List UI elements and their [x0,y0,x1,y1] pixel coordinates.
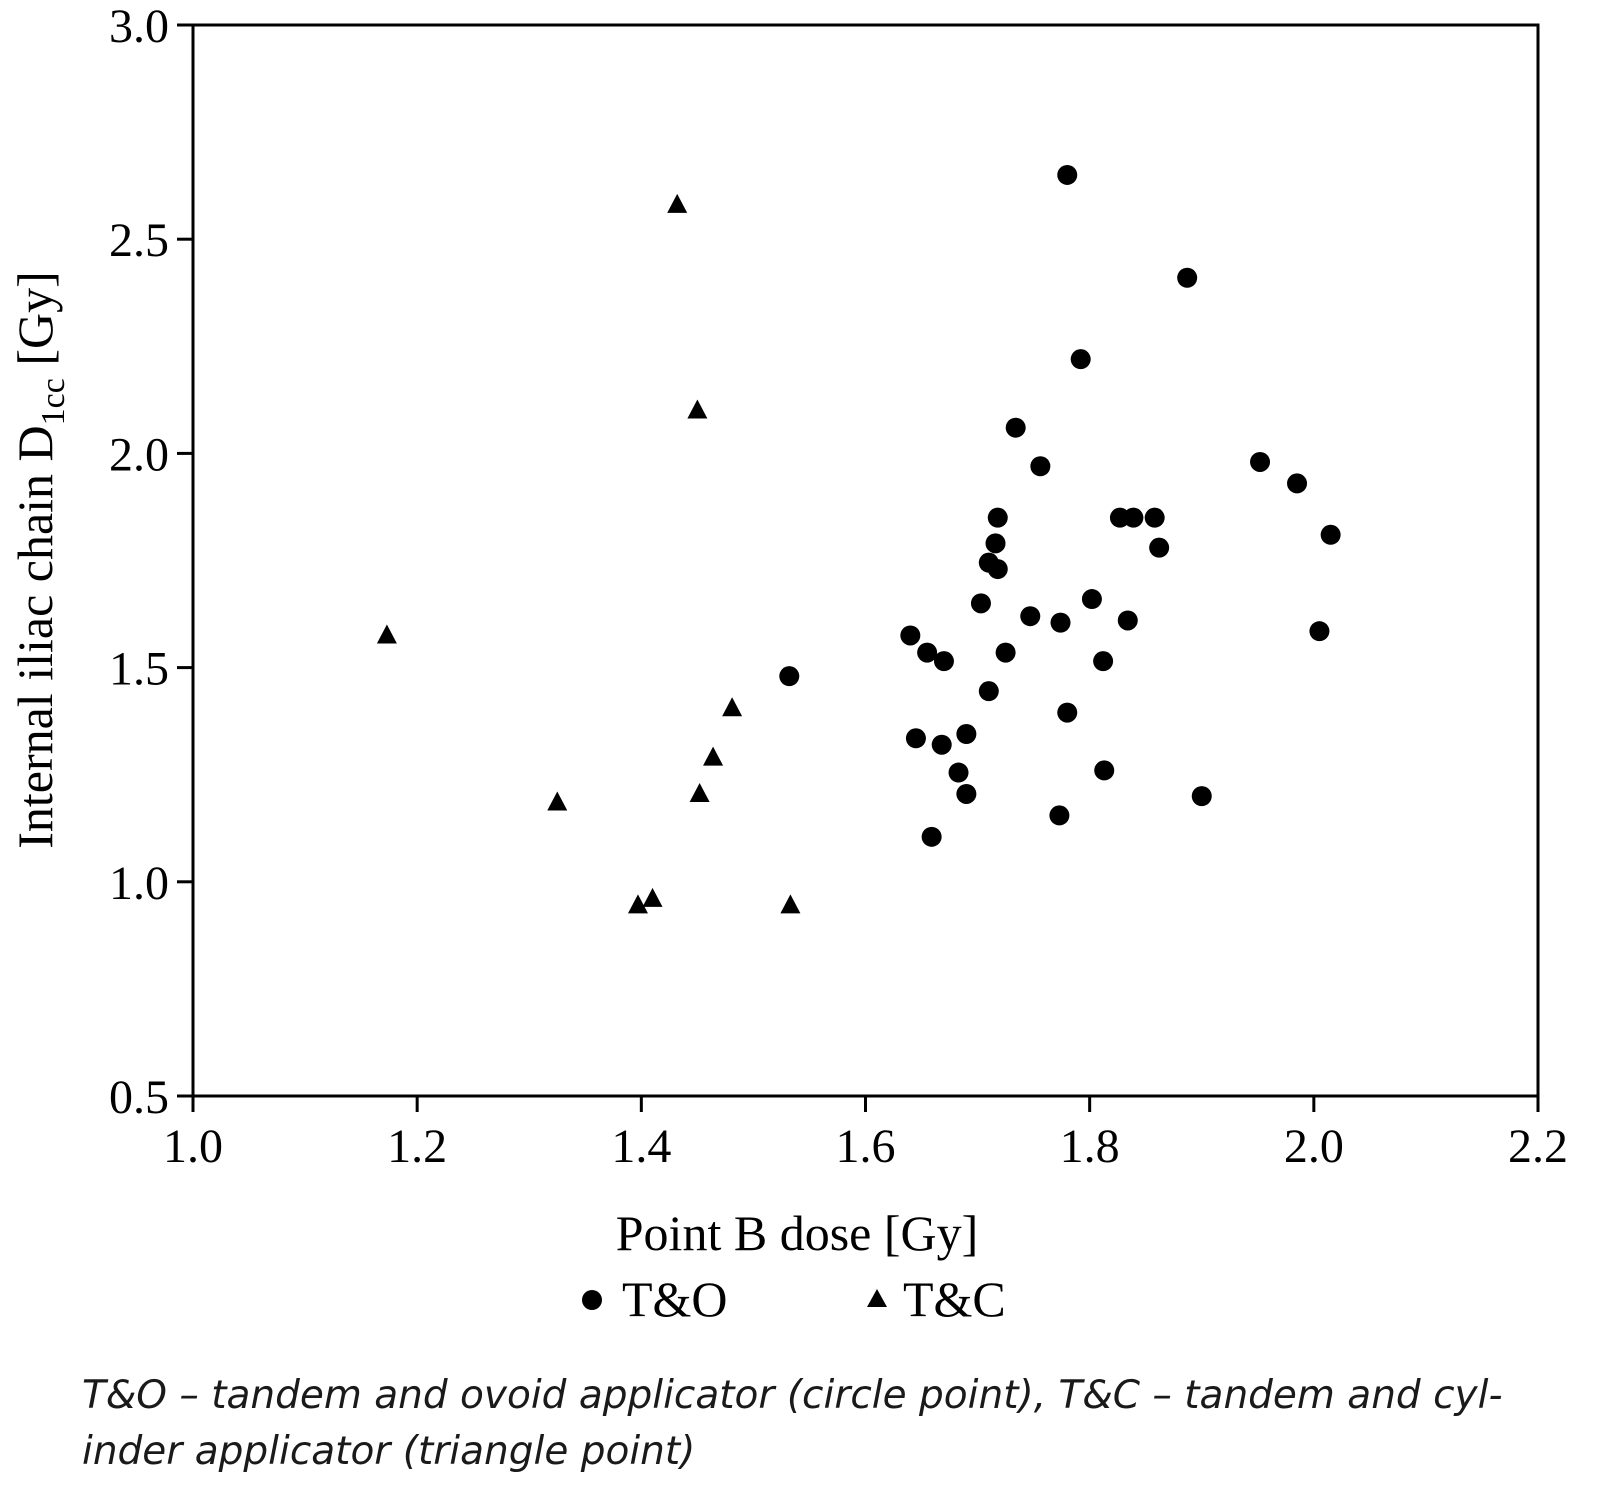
y-tick-label: 1.5 [109,643,169,696]
data-point-circle [1020,606,1041,627]
legend: T&O T&C [582,1271,1006,1327]
legend-marker-circle [582,1290,602,1310]
scatter-chart: 1.0 1.2 1.4 1.6 1.8 2.0 2.2 0.51.01.52.02.53.0… [7,0,1568,1327]
data-point-circle [985,533,1006,554]
data-point-circle [970,593,991,614]
data-point-circle [1005,417,1026,438]
y-axis-label-subscript: 1cc [35,378,72,425]
x-axis-label: Point B dose [Gy] [616,1205,979,1261]
y-tick-label: 2.5 [109,214,169,267]
data-point-circle [948,762,969,783]
x-tick-label: 1.4 [611,1120,671,1173]
data-point-circle [1093,651,1114,672]
data-point-triangle [642,887,663,907]
data-point-circle [956,724,977,745]
caption-line-2: inder applicator (triangle point) [82,1429,696,1474]
caption-line-1: T&O – tandem and ovoid applicator (circl… [82,1373,1503,1418]
data-point-circle [1191,786,1212,807]
data-point-circle [1309,621,1330,642]
data-point-triangle [722,697,743,717]
data-point-circle [956,783,977,804]
x-tick-label: 1.2 [387,1120,447,1173]
legend-label-t-and-o: T&O [622,1271,728,1327]
data-points [376,164,1341,914]
y-tick-label: 1.0 [109,857,169,910]
data-point-triangle [703,746,724,766]
x-tick-label: 2.2 [1508,1120,1568,1173]
data-point-circle [1049,805,1070,826]
data-point-circle [1250,451,1271,472]
data-point-circle [1117,610,1138,631]
data-point-circle [987,507,1008,528]
data-point-circle [1057,702,1078,723]
data-point-triangle [780,894,801,914]
data-point-triangle [687,399,708,419]
data-point-circle [1144,507,1165,528]
data-point-circle [905,728,926,749]
data-point-triangle [547,791,568,811]
data-point-circle [1030,456,1051,477]
legend-marker-triangle [867,1289,887,1307]
x-tick-label: 2.0 [1284,1120,1344,1173]
data-point-circle [933,651,954,672]
data-point-circle [1287,473,1308,494]
data-point-circle [900,625,921,646]
data-point-circle [917,642,938,663]
data-point-circle [931,734,952,755]
x-axis: 1.0 1.2 1.4 1.6 1.8 2.0 2.2 [163,1096,1568,1173]
data-point-circle [1149,537,1170,558]
x-tick-label: 1.6 [836,1120,896,1173]
data-point-circle [978,681,999,702]
legend-label-t-and-c: T&C [903,1271,1006,1327]
y-axis: 0.5 1.0 1.5 2.0 2.5 3.0 [109,0,193,1124]
data-point-circle [779,666,800,687]
data-point-circle [1057,164,1078,185]
x-tick-label: 1.8 [1060,1120,1120,1173]
data-point-triangle [627,894,648,914]
data-point-circle [1081,589,1102,610]
x-tick-label: 1.0 [163,1120,223,1173]
data-point-circle [1320,524,1341,545]
plot-frame [191,23,1540,1098]
data-point-circle [995,642,1016,663]
data-point-circle [921,826,942,847]
data-point-circle [1070,349,1091,370]
y-tick-label: 2.0 [109,428,169,481]
y-tick-label: 0.5 [109,1071,169,1124]
figure-caption: T&O – tandem and ovoid applicator (circl… [82,1368,1552,1480]
data-point-circle [987,559,1008,580]
data-point-circle [1050,612,1071,633]
data-point-circle [1123,507,1144,528]
data-point-triangle [667,193,688,213]
data-point-circle [1177,267,1198,288]
y-tick-label: 3.0 [109,0,169,53]
data-point-triangle [689,782,710,802]
data-point-circle [1094,760,1115,781]
y-axis-label: Internal iliac chain D1cc [Gy] [7,271,72,849]
data-point-triangle [376,624,397,644]
